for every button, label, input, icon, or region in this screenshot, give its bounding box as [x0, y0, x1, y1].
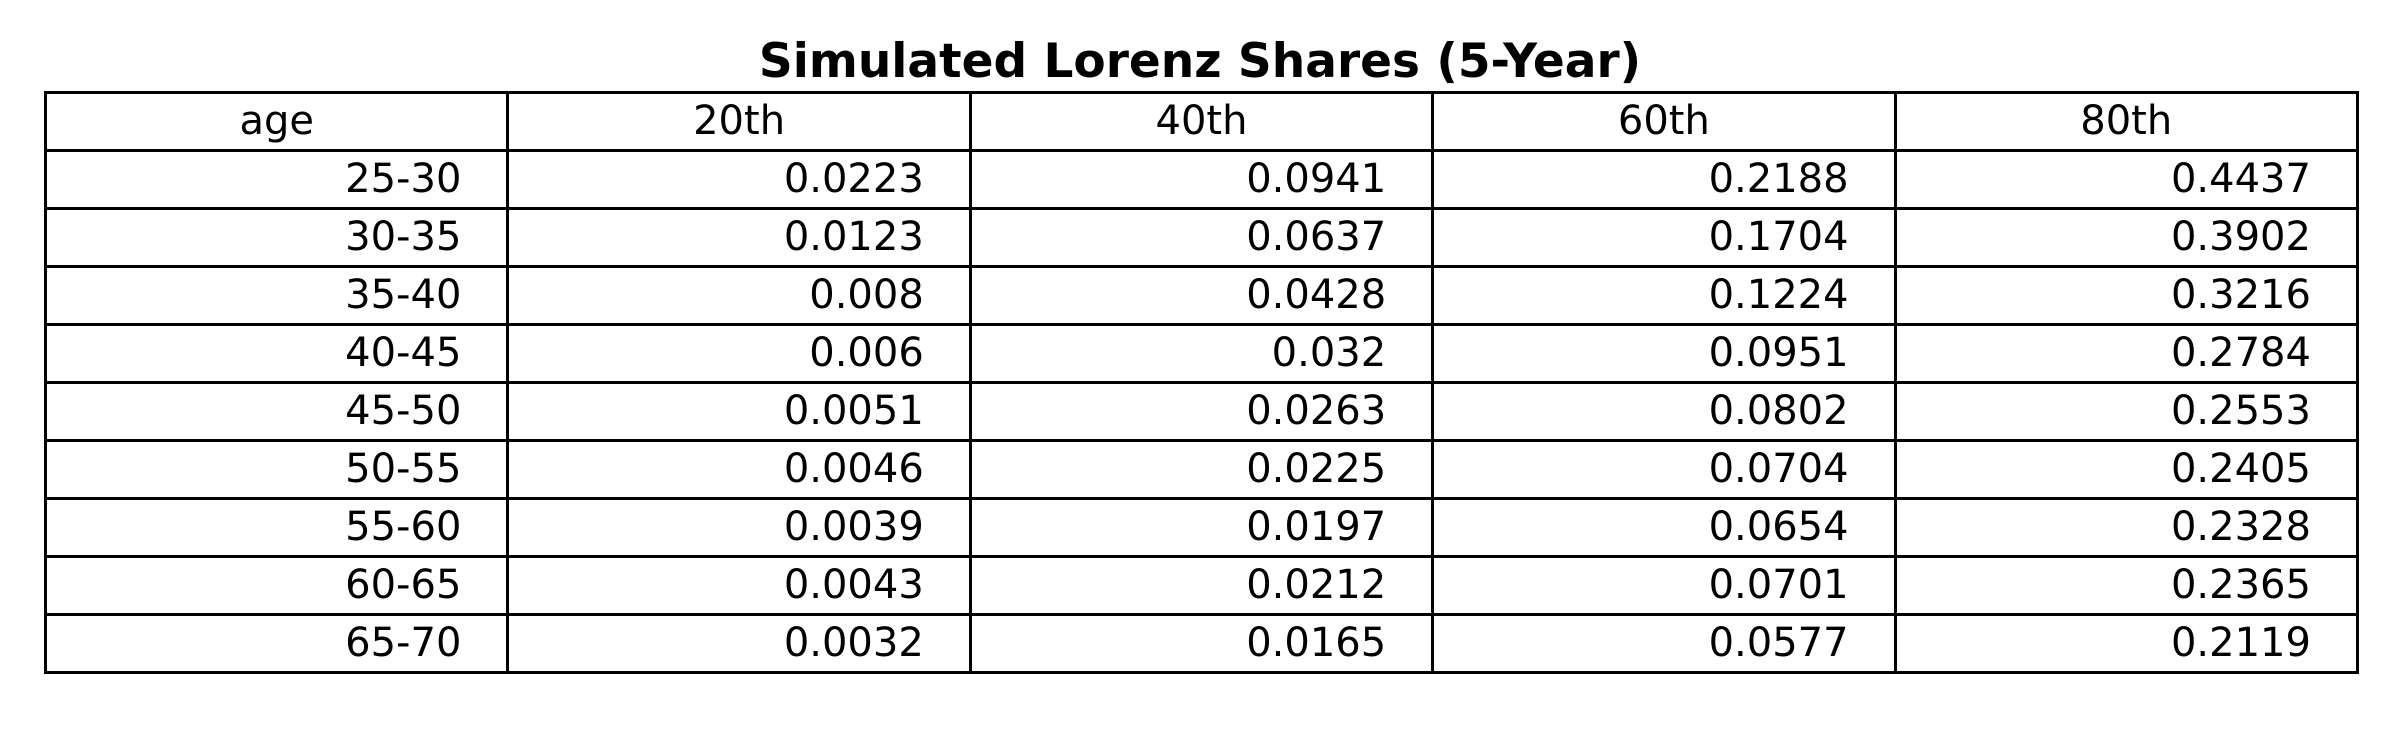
- value-cell: 0.2188: [1431, 149, 1897, 210]
- value-cell: 0.0043: [506, 555, 972, 616]
- table-row: 40-45 0.006 0.032 0.0951 0.2784: [43, 323, 2359, 384]
- value-cell: 0.0802: [1431, 381, 1897, 442]
- value-cell: 0.4437: [1893, 149, 2359, 210]
- value-cell: 0.3902: [1893, 207, 2359, 268]
- column-header-80th: 80th: [1893, 91, 2359, 152]
- value-cell: 0.0951: [1431, 323, 1897, 384]
- row-label-cell: 50-55: [43, 439, 510, 500]
- value-cell: 0.1224: [1431, 265, 1897, 326]
- value-cell: 0.2784: [1893, 323, 2359, 384]
- table-container: age 20th 40th 60th 80th 25-30 0.0223 0.0941 0.2…: [43, 91, 2359, 674]
- value-cell: 0.0263: [968, 381, 1435, 442]
- row-label-cell: 40-45: [43, 323, 510, 384]
- value-cell: 0.0428: [968, 265, 1435, 326]
- value-cell: 0.0165: [968, 613, 1435, 674]
- value-cell: 0.0039: [506, 497, 972, 558]
- column-header-40th: 40th: [968, 91, 1435, 152]
- value-cell: 0.0046: [506, 439, 972, 500]
- value-cell: 0.0197: [968, 497, 1435, 558]
- column-header-60th: 60th: [1431, 91, 1897, 152]
- value-cell: 0.006: [506, 323, 972, 384]
- value-cell: 0.0654: [1431, 497, 1897, 558]
- value-cell: 0.0704: [1431, 439, 1897, 500]
- row-label-cell: 25-30: [43, 149, 510, 210]
- row-label-cell: 35-40: [43, 265, 510, 326]
- column-header-age: age: [43, 91, 510, 152]
- row-label-cell: 30-35: [43, 207, 510, 268]
- value-cell: 0.2328: [1893, 497, 2359, 558]
- value-cell: 0.0032: [506, 613, 972, 674]
- value-cell: 0.0225: [968, 439, 1435, 500]
- value-cell: 0.0051: [506, 381, 972, 442]
- column-header-20th: 20th: [506, 91, 972, 152]
- row-label-cell: 65-70: [43, 613, 510, 674]
- value-cell: 0.0223: [506, 149, 972, 210]
- value-cell: 0.0941: [968, 149, 1435, 210]
- value-cell: 0.0577: [1431, 613, 1897, 674]
- table-header: age 20th 40th 60th 80th: [43, 91, 2359, 152]
- table-row: 30-35 0.0123 0.0637 0.1704 0.3902: [43, 207, 2359, 268]
- value-cell: 0.2553: [1893, 381, 2359, 442]
- value-cell: 0.0212: [968, 555, 1435, 616]
- table-row: 35-40 0.008 0.0428 0.1224 0.3216: [43, 265, 2359, 326]
- table-row: 65-70 0.0032 0.0165 0.0577 0.2119: [43, 613, 2359, 674]
- value-cell: 0.0637: [968, 207, 1435, 268]
- value-cell: 0.032: [968, 323, 1435, 384]
- chart-title: Simulated Lorenz Shares (5-Year): [758, 34, 1642, 89]
- row-label-cell: 45-50: [43, 381, 510, 442]
- value-cell: 0.0701: [1431, 555, 1897, 616]
- value-cell: 0.0123: [506, 207, 972, 268]
- table-row: 45-50 0.0051 0.0263 0.0802 0.2553: [43, 381, 2359, 442]
- lorenz-shares-table: age 20th 40th 60th 80th 25-30 0.0223 0.0941 0.2…: [43, 91, 2359, 674]
- value-cell: 0.2365: [1893, 555, 2359, 616]
- value-cell: 0.3216: [1893, 265, 2359, 326]
- table-row: 55-60 0.0039 0.0197 0.0654 0.2328: [43, 497, 2359, 558]
- value-cell: 0.2119: [1893, 613, 2359, 674]
- value-cell: 0.2405: [1893, 439, 2359, 500]
- row-label-cell: 60-65: [43, 555, 510, 616]
- value-cell: 0.008: [506, 265, 972, 326]
- table-row: 60-65 0.0043 0.0212 0.0701 0.2365: [43, 555, 2359, 616]
- value-cell: 0.1704: [1431, 207, 1897, 268]
- row-label-cell: 55-60: [43, 497, 510, 558]
- header-row: age 20th 40th 60th 80th: [43, 91, 2359, 152]
- table-body: 25-30 0.0223 0.0941 0.2188 0.4437 30-35 0.0123…: [43, 149, 2359, 674]
- table-row: 25-30 0.0223 0.0941 0.2188 0.4437: [43, 149, 2359, 210]
- table-row: 50-55 0.0046 0.0225 0.0704 0.2405: [43, 439, 2359, 500]
